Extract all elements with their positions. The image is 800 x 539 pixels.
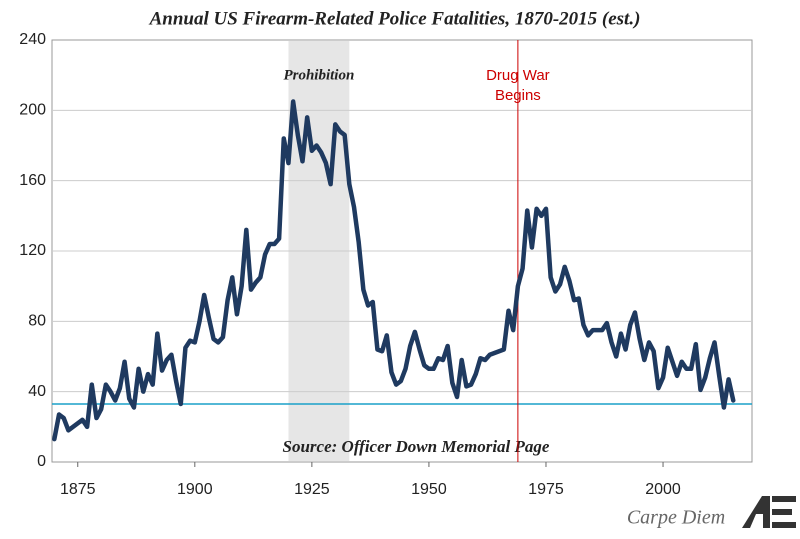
source: Source: Officer Down Memorial Page xyxy=(283,437,550,456)
y-tick-label: 200 xyxy=(19,102,46,119)
chart-title: Annual US Firearm-Related Police Fatalit… xyxy=(149,8,641,29)
x-tick-label: 1875 xyxy=(60,481,96,498)
y-tick-label: 0 xyxy=(37,453,46,470)
data-line xyxy=(52,99,736,442)
x-tick-label: 2000 xyxy=(645,481,681,498)
footer: Carpe Diem xyxy=(627,507,725,529)
y-tick-label: 80 xyxy=(28,313,46,330)
x-tick-label: 1950 xyxy=(411,481,447,498)
y-tick-label: 240 xyxy=(19,31,46,48)
y-tick-label: 160 xyxy=(19,172,46,189)
x-tick-label: 1900 xyxy=(177,481,213,498)
y-tick-label: 120 xyxy=(19,242,46,259)
shade-label: Prohibition xyxy=(283,67,354,83)
y-tick-label: 40 xyxy=(28,383,46,400)
x-tick-label: 1925 xyxy=(294,481,330,498)
x-tick-label: 1975 xyxy=(528,481,564,498)
event-label: Begins xyxy=(495,87,541,104)
event-label: Drug War xyxy=(486,67,550,84)
logo xyxy=(742,496,796,528)
